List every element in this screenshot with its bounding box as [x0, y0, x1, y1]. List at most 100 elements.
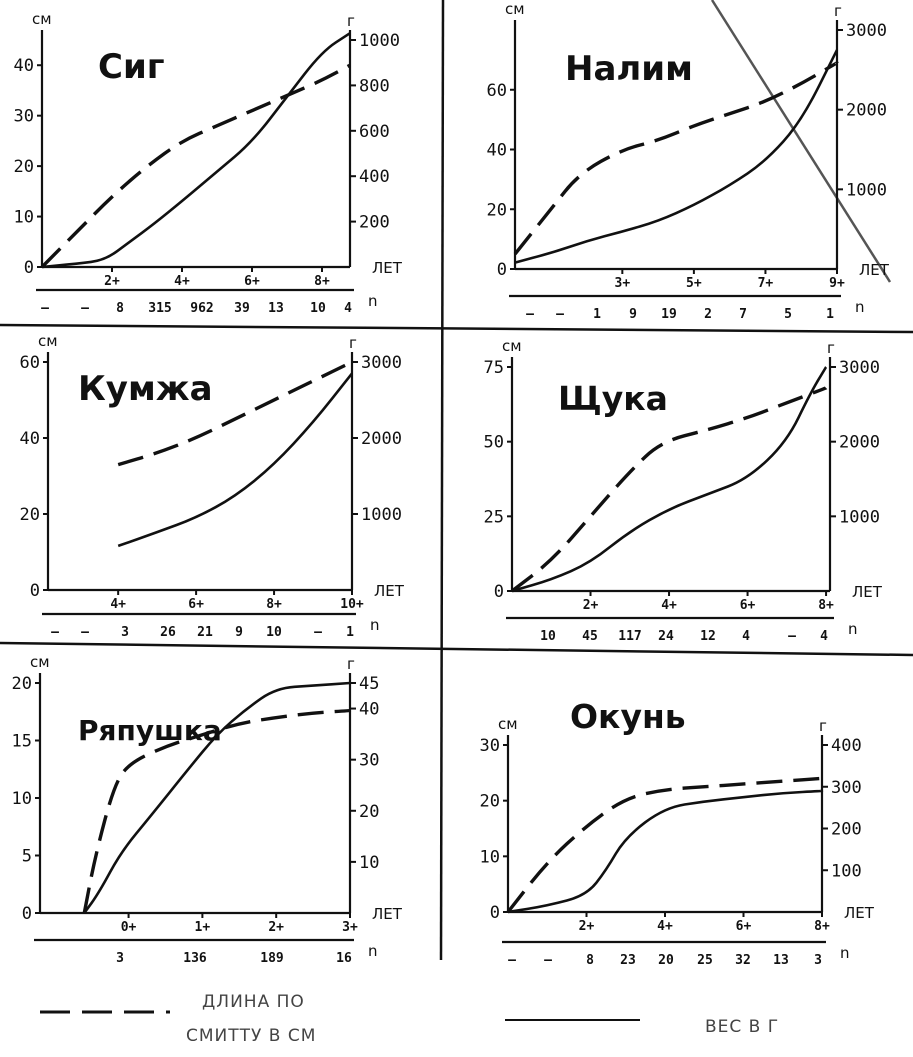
- weight-series-line: [514, 49, 839, 264]
- n-value: 4: [344, 301, 352, 316]
- left-tick-label: 0: [30, 581, 40, 601]
- n-value: 4: [820, 629, 828, 644]
- n-value: 23: [620, 953, 636, 968]
- n-value: 8: [586, 953, 594, 968]
- x-tick-label: 4+: [657, 919, 673, 934]
- x-tick-label: 2+: [579, 919, 595, 934]
- right-tick-label: 45: [359, 674, 379, 694]
- n-value: 7: [739, 307, 747, 322]
- x-axis-unit: ЛЕТ: [372, 259, 403, 277]
- x-axis-unit: ЛЕТ: [852, 583, 883, 601]
- n-value: 315: [148, 301, 171, 316]
- left-tick-label: 0: [490, 903, 500, 923]
- x-tick-label: 9+: [829, 276, 845, 291]
- left-tick-label: 60: [20, 353, 40, 373]
- right-axis-unit: г: [827, 339, 835, 357]
- left-tick-label: 20: [487, 200, 507, 220]
- n-value: 3: [814, 953, 822, 968]
- left-tick-label: 0: [494, 582, 504, 602]
- n-label: n: [840, 944, 850, 962]
- x-tick-label: 2+: [583, 598, 599, 613]
- left-tick-label: 10: [14, 208, 34, 228]
- n-value: 962: [190, 301, 213, 316]
- left-tick-label: 20: [20, 505, 40, 525]
- x-tick-label: 5+: [686, 276, 702, 291]
- n-label: n: [370, 616, 380, 634]
- right-tick-label: 3000: [846, 21, 887, 41]
- n-value: 10: [266, 625, 282, 640]
- n-value: 26: [160, 625, 176, 640]
- x-tick-label: 4+: [110, 597, 126, 612]
- x-tick-label: 10+: [340, 597, 364, 612]
- left-tick-label: 30: [480, 736, 500, 756]
- x-tick-label: 6+: [740, 598, 756, 613]
- chart-title: Щука: [558, 379, 668, 418]
- x-tick-label: 3+: [615, 276, 631, 291]
- left-tick-label: 20: [480, 792, 500, 812]
- n-label: n: [368, 942, 378, 960]
- n-value: 5: [784, 307, 792, 322]
- length-series-line: [40, 63, 351, 269]
- left-axis-unit: см: [505, 0, 525, 18]
- n-value: 3: [121, 625, 129, 640]
- n-value: 25: [697, 953, 713, 968]
- n-value: –: [41, 301, 49, 316]
- right-tick-label: 400: [831, 736, 862, 756]
- left-axis-unit: см: [502, 337, 522, 355]
- n-value: –: [314, 625, 322, 640]
- left-tick-label: 60: [487, 81, 507, 101]
- n-value: –: [526, 307, 534, 322]
- x-tick-label: 1+: [195, 920, 211, 935]
- left-tick-label: 10: [12, 789, 32, 809]
- right-axis-unit: г: [347, 12, 355, 30]
- chart-panel: Сиг см г 0 10 20 30 40 200 400 600 800 1000 2+ 4+ 6+ 8+ Л…: [14, 10, 403, 316]
- x-axis-unit: ЛЕТ: [859, 261, 890, 279]
- n-value: 24: [658, 629, 674, 644]
- n-value: 21: [197, 625, 213, 640]
- n-value: 20: [658, 953, 674, 968]
- right-tick-label: 200: [359, 213, 390, 233]
- legend-solid-label: ВЕС В Г: [705, 1017, 779, 1037]
- x-tick-label: 6+: [244, 274, 260, 289]
- x-tick-label: 4+: [661, 598, 677, 613]
- row-divider-2: [0, 641, 913, 657]
- chart-panel: Щука см г 0 25 50 75 1000 2000 3000 2+ 4+ 6+ 8+ ЛЕТ n 10…: [484, 337, 883, 644]
- left-tick-label: 40: [20, 429, 40, 449]
- chart-title: Ряпушка: [78, 714, 222, 747]
- n-value: 13: [268, 301, 284, 316]
- n-value: 9: [629, 307, 637, 322]
- x-axis-unit: ЛЕТ: [374, 582, 405, 600]
- right-axis-unit: г: [834, 2, 842, 20]
- center-divider: [439, 0, 445, 961]
- right-tick-label: 200: [831, 820, 862, 840]
- weight-series-line: [83, 681, 351, 914]
- right-axis-unit: г: [819, 717, 827, 735]
- right-tick-label: 2000: [839, 433, 880, 453]
- right-tick-label: 40: [359, 700, 379, 720]
- x-tick-label: 6+: [188, 597, 204, 612]
- left-tick-label: 50: [484, 433, 504, 453]
- legend: ДЛИНА ПО СМИТТУ В СМ ВЕС В Г: [40, 992, 779, 1046]
- right-tick-label: 1000: [359, 31, 400, 51]
- n-value: 10: [540, 629, 556, 644]
- right-tick-label: 1000: [839, 507, 880, 527]
- right-tick-label: 3000: [361, 353, 402, 373]
- n-value: 12: [700, 629, 716, 644]
- n-value: 9: [235, 625, 243, 640]
- x-axis-unit: ЛЕТ: [844, 904, 875, 922]
- left-tick-label: 30: [14, 107, 34, 127]
- left-axis-unit: см: [32, 10, 52, 28]
- x-tick-label: 3+: [342, 920, 358, 935]
- right-tick-label: 800: [359, 76, 390, 96]
- chart-panel: Окунь см г 0 10 20 30 100 200 300 400 2+ 4+ 6+ 8+ ЛЕТ n –…: [480, 697, 875, 968]
- right-tick-label: 2000: [846, 101, 887, 121]
- left-tick-label: 25: [484, 507, 504, 527]
- chart-panel: Кумжа см г 0 20 40 60 1000 2000 3000 4+ 6+ 8+ 10+ ЛЕТ n…: [20, 332, 405, 640]
- left-tick-label: 40: [14, 56, 34, 76]
- legend-dashed-label-1: ДЛИНА ПО: [202, 992, 305, 1012]
- x-tick-label: 7+: [758, 276, 774, 291]
- length-series-line: [510, 386, 828, 593]
- n-label: n: [855, 298, 865, 316]
- left-tick-label: 20: [14, 157, 34, 177]
